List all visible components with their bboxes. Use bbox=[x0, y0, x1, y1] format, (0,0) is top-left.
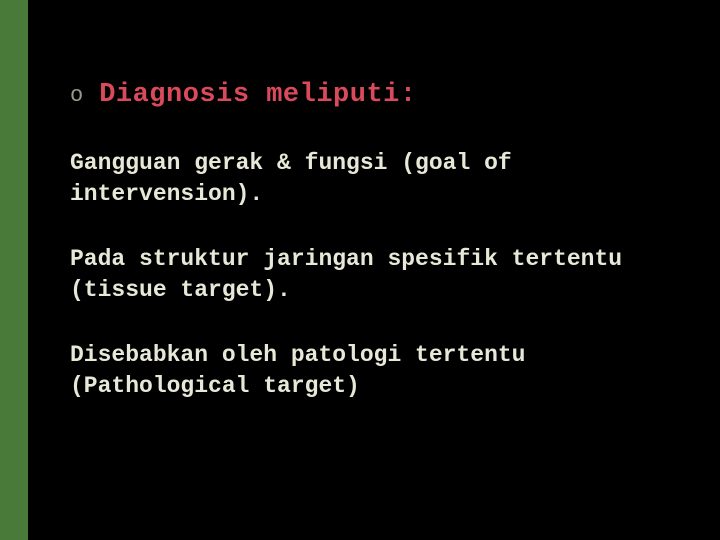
body-paragraph: Pada struktur jaringan spesifik tertentu… bbox=[70, 244, 680, 306]
body-paragraph: Disebabkan oleh patologi tertentu (Patho… bbox=[70, 340, 680, 402]
left-accent-stripe bbox=[0, 0, 28, 540]
body-paragraph: Gangguan gerak & fungsi (goal of interve… bbox=[70, 148, 680, 210]
bullet-icon: o bbox=[70, 83, 83, 108]
slide-content: o Diagnosis meliputi: Gangguan gerak & f… bbox=[70, 80, 680, 436]
slide-heading: Diagnosis meliputi: bbox=[99, 80, 416, 110]
heading-row: o Diagnosis meliputi: bbox=[70, 80, 680, 110]
